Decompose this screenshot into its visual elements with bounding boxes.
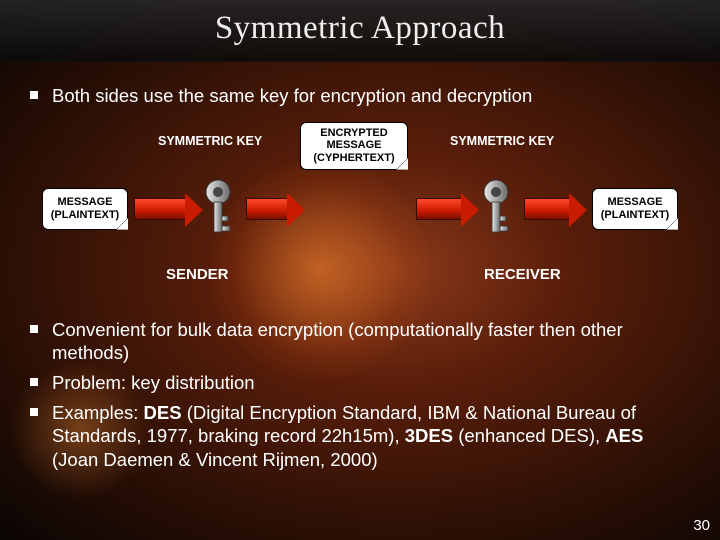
arrow-icon — [416, 198, 462, 220]
bullet-marker-icon — [30, 378, 38, 386]
receiver-label: RECEIVER — [484, 266, 561, 283]
arrow-icon — [246, 198, 288, 220]
bullet-marker-icon — [30, 408, 38, 416]
bullet-bottom-1: Problem: key distribution — [30, 371, 694, 395]
box-plaintext-right: MESSAGE(PLAINTEXT) — [592, 188, 678, 230]
bullet-top-0: Both sides use the same key for encrypti… — [30, 84, 694, 108]
symmetric-diagram: SYMMETRIC KEY SYMMETRIC KEY MESSAGE(PLAI… — [38, 120, 686, 312]
bullet-text: Convenient for bulk data encryption (com… — [52, 318, 694, 365]
box-plaintext-left-text: MESSAGE(PLAINTEXT) — [51, 196, 119, 221]
box-ciphertext-text: ENCRYPTEDMESSAGE(CYPHERTEXT) — [313, 127, 394, 165]
bullet-bottom-0: Convenient for bulk data encryption (com… — [30, 318, 694, 365]
key-label-left: SYMMETRIC KEY — [158, 134, 262, 148]
title-bar: Symmetric Approach — [0, 0, 720, 62]
bullet-bottom-2: Examples: DES (Digital Encryption Standa… — [30, 401, 694, 472]
sender-label: SENDER — [166, 266, 229, 283]
bullet-text: Both sides use the same key for encrypti… — [52, 84, 694, 108]
page-number: 30 — [693, 517, 710, 534]
slide-title: Symmetric Approach — [0, 10, 720, 47]
box-plaintext-right-text: MESSAGE(PLAINTEXT) — [601, 196, 669, 221]
slide-content: Both sides use the same key for encrypti… — [0, 62, 720, 484]
key-icon — [476, 178, 516, 240]
arrow-icon — [134, 198, 186, 220]
box-ciphertext: ENCRYPTEDMESSAGE(CYPHERTEXT) — [300, 122, 408, 170]
key-icon — [198, 178, 238, 240]
bullet-marker-icon — [30, 91, 38, 99]
arrow-icon — [524, 198, 570, 220]
bullet-text: Examples: DES (Digital Encryption Standa… — [52, 401, 694, 472]
box-plaintext-left: MESSAGE(PLAINTEXT) — [42, 188, 128, 230]
bullet-text: Problem: key distribution — [52, 371, 694, 395]
dogear-icon — [396, 158, 408, 170]
bullets-lower: Convenient for bulk data encryption (com… — [30, 318, 694, 472]
key-label-right: SYMMETRIC KEY — [450, 134, 554, 148]
bullet-marker-icon — [30, 325, 38, 333]
